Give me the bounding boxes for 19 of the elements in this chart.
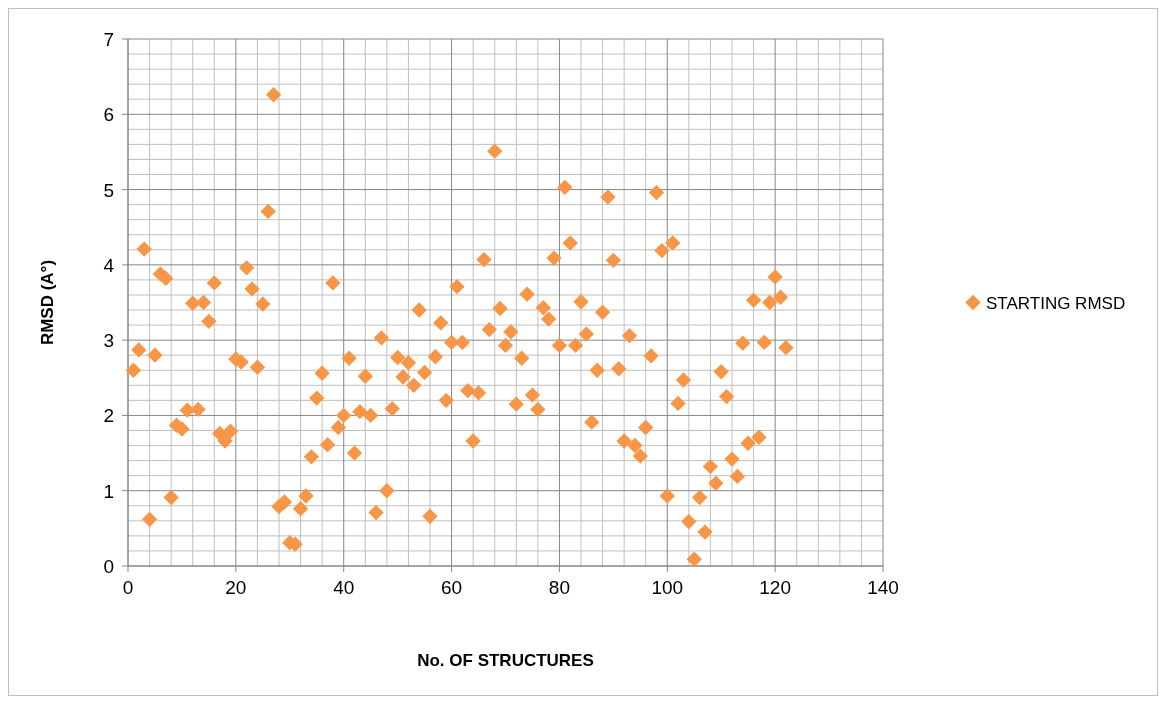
- y-axis-title: RMSD (A°): [38, 259, 57, 346]
- x-tick-label: 20: [225, 577, 247, 598]
- y-tick-label: 2: [103, 405, 114, 427]
- y-tick-label: 0: [103, 556, 114, 577]
- x-tick-label: 0: [122, 577, 134, 598]
- y-tick-label: 7: [103, 29, 114, 50]
- y-tick-label: 4: [103, 254, 115, 276]
- y-tick-label: 5: [103, 179, 114, 201]
- x-axis-title: No. OF STRUCTURES: [417, 651, 594, 670]
- x-tick-label: 60: [441, 577, 463, 598]
- x-tick-label: 40: [333, 577, 355, 598]
- legend-label: STARTING RMSD: [986, 293, 1126, 313]
- y-tick-label: 3: [103, 330, 114, 352]
- x-tick-label: 100: [651, 577, 684, 598]
- y-tick-label: 6: [103, 104, 114, 126]
- y-tick-label: 1: [103, 480, 114, 502]
- x-tick-label: 80: [548, 577, 570, 598]
- x-tick-label: 120: [759, 577, 791, 598]
- x-tick-label: 140: [867, 577, 899, 598]
